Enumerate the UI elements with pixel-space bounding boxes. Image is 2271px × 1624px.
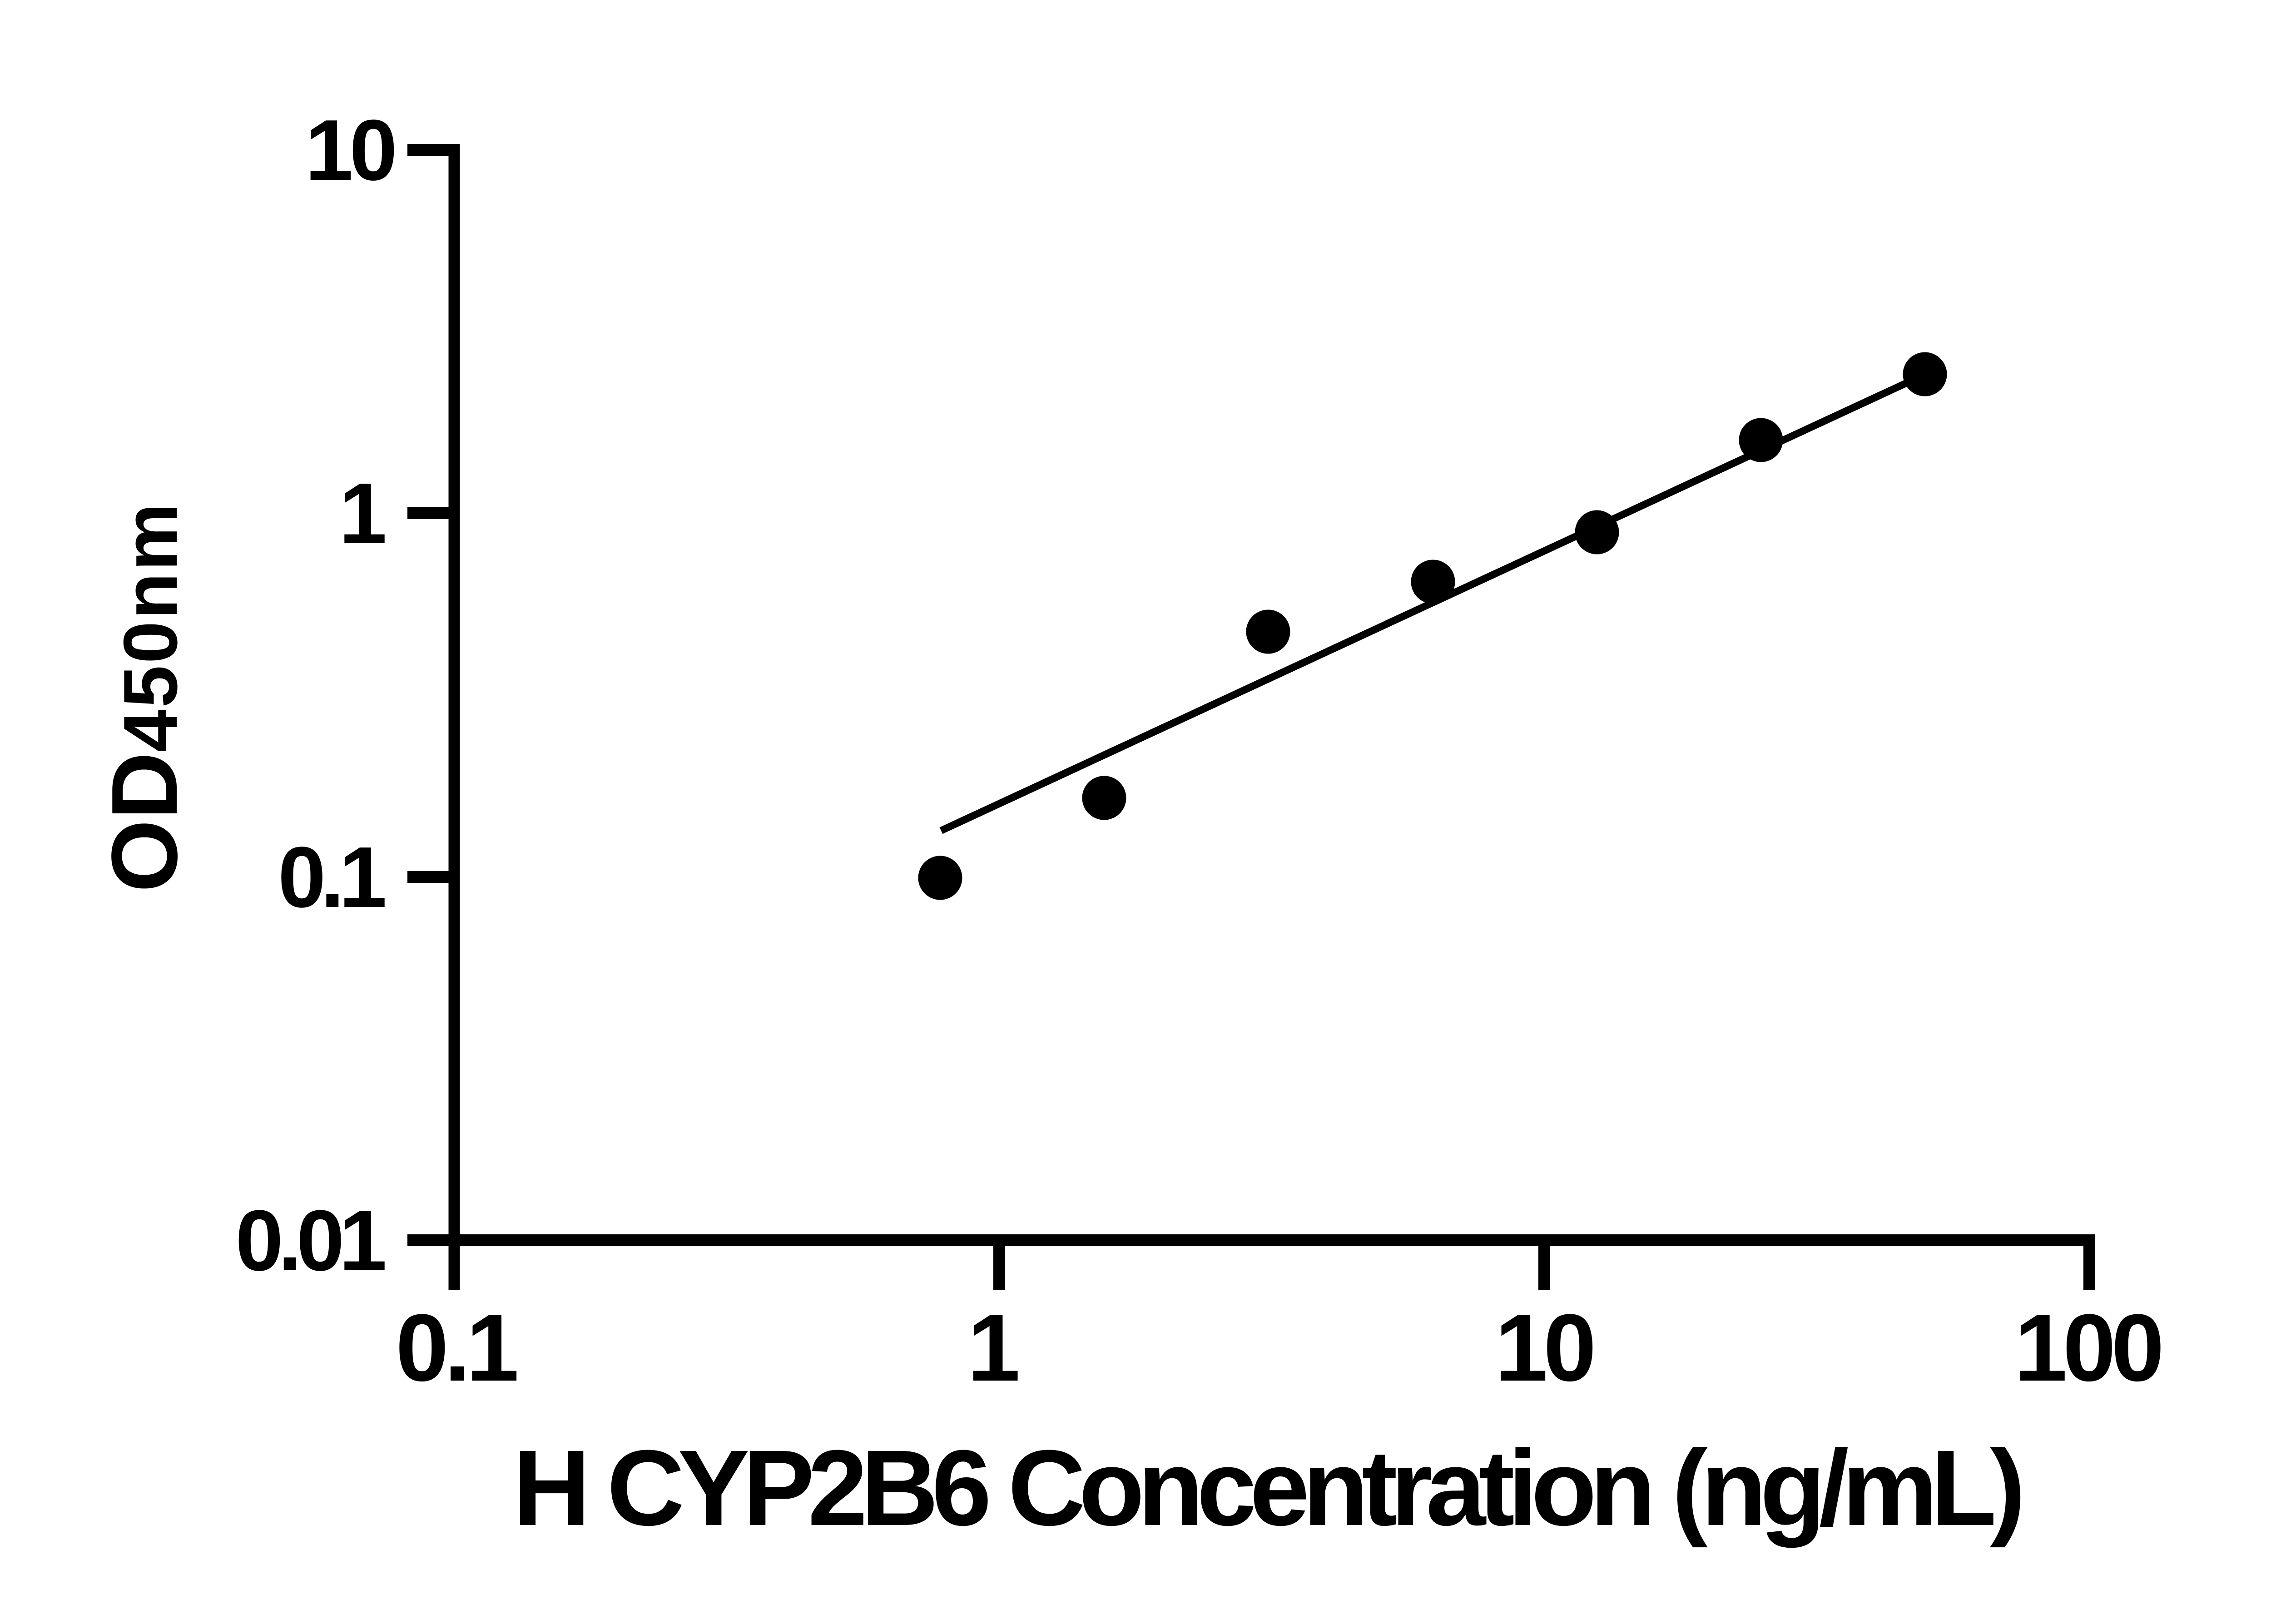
svg-text:0.1: 0.1	[396, 1294, 516, 1401]
svg-text:H CYP2B6 Concentration (ng/mL): H CYP2B6 Concentration (ng/mL)	[513, 1428, 2021, 1548]
svg-text:1: 1	[967, 1294, 1018, 1401]
svg-text:450nm: 450nm	[108, 501, 193, 752]
svg-text:0.1: 0.1	[278, 829, 385, 926]
svg-text:1: 1	[339, 465, 387, 562]
svg-text:100: 100	[2014, 1294, 2161, 1401]
svg-text:0.01: 0.01	[235, 1193, 385, 1289]
svg-text:OD: OD	[92, 752, 197, 892]
svg-text:10: 10	[305, 102, 394, 198]
svg-text:10: 10	[1495, 1294, 1593, 1401]
